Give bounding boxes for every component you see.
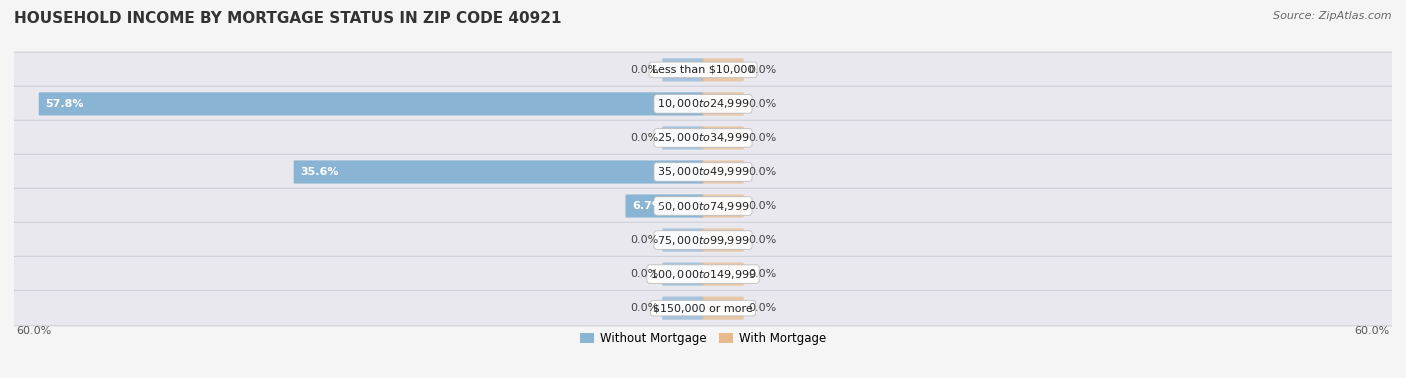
Text: 0.0%: 0.0% [748,201,776,211]
Text: 0.0%: 0.0% [630,65,658,75]
Text: 60.0%: 60.0% [17,326,52,336]
Text: $100,000 to $149,999: $100,000 to $149,999 [650,268,756,280]
FancyBboxPatch shape [13,120,1393,156]
Text: 6.7%: 6.7% [631,201,662,211]
FancyBboxPatch shape [13,222,1393,258]
Text: 0.0%: 0.0% [630,235,658,245]
FancyBboxPatch shape [13,188,1393,224]
Text: 0.0%: 0.0% [748,65,776,75]
FancyBboxPatch shape [662,228,703,252]
FancyBboxPatch shape [13,256,1393,292]
FancyBboxPatch shape [662,58,703,81]
Text: 60.0%: 60.0% [1354,326,1389,336]
FancyBboxPatch shape [662,126,703,150]
FancyBboxPatch shape [703,194,744,218]
FancyBboxPatch shape [662,297,703,320]
FancyBboxPatch shape [39,92,703,115]
Text: $35,000 to $49,999: $35,000 to $49,999 [657,166,749,178]
Text: 0.0%: 0.0% [748,167,776,177]
FancyBboxPatch shape [703,126,744,150]
Text: $50,000 to $74,999: $50,000 to $74,999 [657,200,749,212]
Text: $75,000 to $99,999: $75,000 to $99,999 [657,234,749,246]
Text: 0.0%: 0.0% [630,303,658,313]
Text: Less than $10,000: Less than $10,000 [652,65,754,75]
Legend: Without Mortgage, With Mortgage: Without Mortgage, With Mortgage [575,327,831,350]
Text: 57.8%: 57.8% [45,99,83,109]
FancyBboxPatch shape [662,263,703,286]
FancyBboxPatch shape [13,290,1393,326]
Text: 0.0%: 0.0% [748,99,776,109]
Text: 0.0%: 0.0% [630,133,658,143]
Text: HOUSEHOLD INCOME BY MORTGAGE STATUS IN ZIP CODE 40921: HOUSEHOLD INCOME BY MORTGAGE STATUS IN Z… [14,11,561,26]
FancyBboxPatch shape [703,228,744,252]
FancyBboxPatch shape [703,297,744,320]
Text: 35.6%: 35.6% [299,167,339,177]
FancyBboxPatch shape [626,194,703,218]
Text: 0.0%: 0.0% [630,269,658,279]
Text: $10,000 to $24,999: $10,000 to $24,999 [657,98,749,110]
Text: $25,000 to $34,999: $25,000 to $34,999 [657,132,749,144]
Text: Source: ZipAtlas.com: Source: ZipAtlas.com [1274,11,1392,21]
FancyBboxPatch shape [703,263,744,286]
FancyBboxPatch shape [703,58,744,81]
Text: 0.0%: 0.0% [748,235,776,245]
Text: 0.0%: 0.0% [748,303,776,313]
FancyBboxPatch shape [294,160,703,184]
Text: $150,000 or more: $150,000 or more [654,303,752,313]
FancyBboxPatch shape [703,160,744,184]
Text: 0.0%: 0.0% [748,133,776,143]
FancyBboxPatch shape [13,86,1393,122]
FancyBboxPatch shape [13,52,1393,88]
Text: 0.0%: 0.0% [748,269,776,279]
FancyBboxPatch shape [13,154,1393,190]
FancyBboxPatch shape [703,92,744,115]
